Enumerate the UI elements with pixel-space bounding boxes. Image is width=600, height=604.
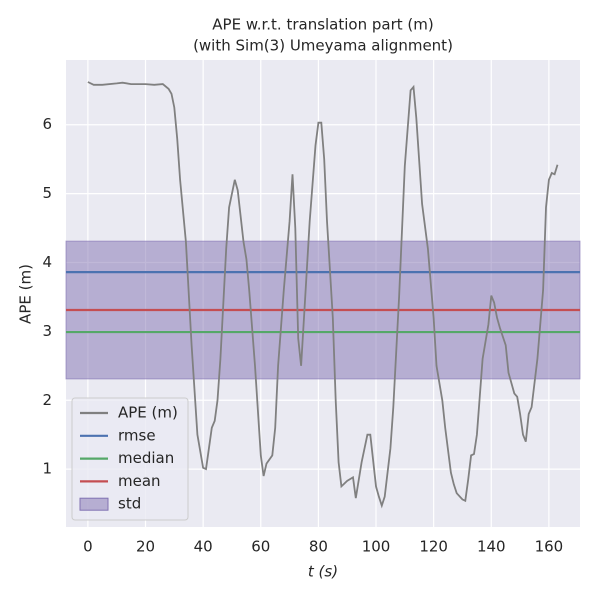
x-tick-label: 120 [419,538,448,556]
chart-title: APE w.r.t. translation part (m) [212,16,433,34]
series-line [87,81,559,509]
legend-label: mean [118,472,161,490]
legend: APE (m) rmse median mean std [71,397,189,521]
x-tick-label: 0 [83,538,93,556]
x-axis-label: t (s) [308,563,338,581]
y-tick-label: 4 [42,253,52,271]
x-tick-label: 100 [362,538,391,556]
x-tick-label: 80 [309,538,328,556]
y-tick-label: 3 [42,322,52,340]
legend-label: APE (m) [118,404,178,422]
x-tick-label: 140 [477,538,506,556]
y-axis-label: APE (m) [17,264,35,324]
legend-label: median [118,449,174,467]
y-tick-label: 1 [42,460,52,478]
y-tick-label: 2 [42,391,52,409]
legend-label: std [118,495,141,513]
y-tick-label: 6 [42,115,52,133]
legend-label: rmse [118,426,156,444]
legend-box [71,397,189,521]
chart-subtitle: (with Sim(3) Umeyama alignment) [193,37,453,55]
x-tick-label: 40 [194,538,213,556]
y-tick-label: 5 [42,184,52,202]
x-tick-label: 60 [251,538,270,556]
x-tick-label: 160 [535,538,564,556]
x-tick-label: 20 [136,538,155,556]
legend-swatch [79,497,109,511]
